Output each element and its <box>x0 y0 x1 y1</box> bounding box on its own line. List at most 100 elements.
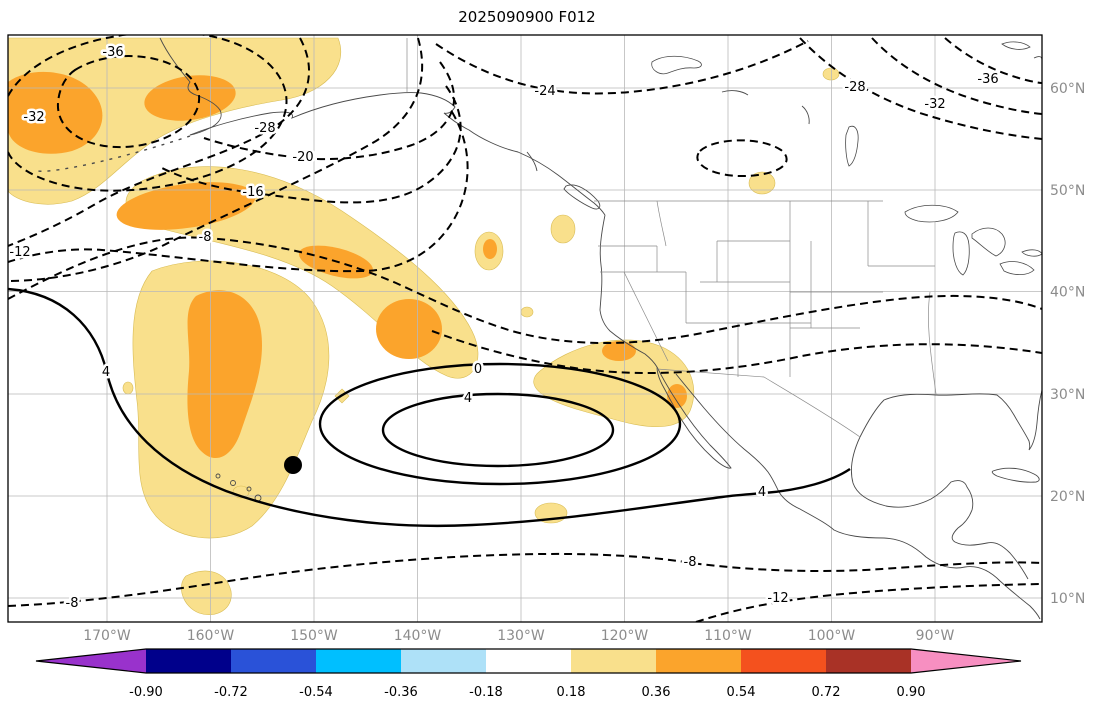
x-axis-tick-label: 90°W <box>916 628 955 644</box>
colorbar-tick-labels: -0.90 -0.72 -0.54 -0.36 -0.18 0.18 0.36 0.54 0.7… <box>129 685 925 700</box>
x-axis-tick-label: 140°W <box>394 628 442 644</box>
colorbar-segment <box>316 649 401 673</box>
y-axis-tick-label: 10°N <box>1050 591 1085 607</box>
dashed-contour <box>435 40 809 95</box>
dashed-contour <box>944 37 1042 84</box>
y-axis-tick-label: 40°N <box>1050 285 1085 301</box>
vancouver-island <box>563 184 601 210</box>
colorbar-segment <box>826 649 911 673</box>
contour-label: -8 <box>199 230 212 245</box>
lake-erie <box>999 261 1035 276</box>
cuba <box>991 467 1040 483</box>
dashed-contour <box>8 37 424 282</box>
contour-label: -32 <box>23 110 44 125</box>
solid-contour <box>318 362 682 486</box>
contour-label: -12 <box>767 591 788 606</box>
dashed-contour <box>8 111 469 273</box>
coastline-path <box>599 214 658 368</box>
y-axis-tick-label: 30°N <box>1050 387 1085 403</box>
y-axis-labels: 60°N 50°N 40°N 30°N 20°N 10°N <box>1050 81 1085 607</box>
shade-light-region <box>550 214 576 244</box>
dashed-contour <box>871 37 1042 115</box>
lake-athabasca <box>721 90 749 96</box>
mississippi-river <box>928 291 937 395</box>
mexico-gulf-yucatan-coast <box>850 436 1029 580</box>
chart-title: 2025090900 F012 <box>458 8 595 26</box>
dashed-contour <box>431 330 1042 374</box>
contour-label: 4 <box>464 391 472 406</box>
us-mexico-border <box>656 368 861 438</box>
arctic-island <box>1001 41 1031 50</box>
contour-label: -32 <box>924 97 945 112</box>
shade-dark-region <box>8 71 103 154</box>
station-marker-dot <box>284 456 302 474</box>
shaded-regions <box>8 37 840 615</box>
marker-layer <box>284 456 302 474</box>
hawaii-island <box>246 486 252 492</box>
solid-contour <box>8 287 851 528</box>
dashed-contour <box>56 55 201 149</box>
shade-light-region <box>520 306 534 318</box>
contours <box>8 35 1042 622</box>
dashed-contour <box>799 37 1042 140</box>
haida-gwaii <box>526 151 538 172</box>
contour-label: -28 <box>844 80 865 95</box>
dashed-contour <box>8 552 1042 607</box>
shade-dark-region <box>376 299 442 359</box>
colorbar-segment <box>486 649 571 673</box>
colorbar-tick-label: -0.18 <box>469 685 503 700</box>
contour-label: -12 <box>9 245 30 260</box>
graticule <box>8 35 1042 622</box>
shade-light-region <box>181 570 232 615</box>
contour-label: -28 <box>254 121 275 136</box>
shade-light-region <box>822 67 840 81</box>
reindeer-lake <box>801 105 810 125</box>
hawaii-island <box>215 473 221 479</box>
colorbar-tick-label: -0.36 <box>384 685 418 700</box>
contour-label: 4 <box>758 485 766 500</box>
lake-michigan <box>952 231 970 276</box>
colorbar-segment <box>571 649 656 673</box>
contour-label: -8 <box>684 555 697 570</box>
gulf-of-mexico-us-coast <box>859 389 1042 451</box>
lake-winnipeg <box>845 125 859 167</box>
contour-label: -16 <box>242 185 263 200</box>
colorbar-segment <box>741 649 826 673</box>
mexico-pacific-coast <box>675 373 1041 620</box>
x-axis-tick-label: 130°W <box>497 628 545 644</box>
x-axis-tick-label: 120°W <box>601 628 649 644</box>
dashed-contour <box>695 583 1042 622</box>
dashed-contour <box>8 37 310 247</box>
x-axis-labels: 170°W 160°W 150°W 140°W 130°W 120°W 110°W 100°W… <box>83 628 954 644</box>
y-axis-tick-label: 60°N <box>1050 81 1085 97</box>
colorbar <box>35 648 1022 674</box>
colorbar-tick-label: 0.90 <box>897 685 926 700</box>
colorbar-tick-label: -0.72 <box>214 685 248 700</box>
colorbar-left-arrow <box>36 649 146 673</box>
lake-superior <box>904 204 959 223</box>
dashed-contour <box>8 35 288 192</box>
x-axis-tick-label: 100°W <box>808 628 856 644</box>
x-axis-tick-label: 170°W <box>83 628 131 644</box>
colorbar-segment <box>656 649 741 673</box>
shade-dark-region <box>483 239 497 259</box>
y-axis-tick-label: 20°N <box>1050 489 1085 505</box>
lake-huron <box>971 227 1006 257</box>
contour-label: -20 <box>292 150 313 165</box>
colorbar-tick-label: 0.54 <box>727 685 756 700</box>
shade-light-region <box>8 37 342 205</box>
dashed-contour <box>161 85 462 204</box>
state-border <box>623 271 669 362</box>
plot-border <box>7 34 1043 623</box>
shade-light-region <box>122 381 134 395</box>
x-axis-tick-label: 150°W <box>290 628 338 644</box>
colorbar-tick-label: -0.54 <box>299 685 333 700</box>
dashed-contour <box>696 139 788 178</box>
state-border <box>656 200 667 247</box>
arctic-island <box>1033 56 1042 61</box>
contour-label: 0 <box>474 362 482 377</box>
coastline-path <box>189 92 606 216</box>
baja-california <box>656 366 732 469</box>
